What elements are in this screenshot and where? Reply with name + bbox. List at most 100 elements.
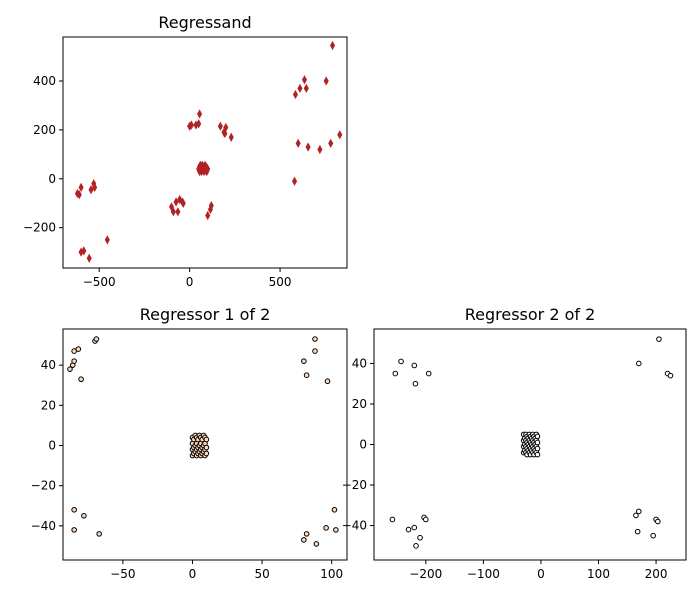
data-point [228, 132, 234, 142]
data-point [71, 506, 77, 513]
data-point [67, 366, 73, 372]
regressor-1-axes: Regressor 1 of 2 −50 0 50 100 −40 −20 0 20 40 [31, 305, 348, 581]
data-point [411, 362, 418, 369]
regressand-title: Regressand [158, 13, 251, 32]
data-point [203, 444, 210, 451]
data-point [324, 378, 331, 385]
regressor-1-title: Regressor 1 of 2 [140, 305, 271, 324]
data-point [633, 512, 639, 519]
data-point [223, 122, 229, 133]
data-point [297, 83, 303, 93]
data-point [323, 525, 329, 531]
data-point [417, 534, 423, 541]
data-point [412, 380, 419, 387]
regressor-1-points [67, 336, 339, 547]
regressand-plot-frame [62, 36, 348, 269]
data-point [292, 89, 298, 100]
data-point [75, 346, 82, 352]
y-tick-label: 40 [352, 356, 367, 370]
data-point [328, 138, 334, 148]
data-point [173, 197, 179, 207]
data-point [205, 210, 211, 221]
x-tick-label: 0 [189, 567, 197, 581]
data-point [405, 526, 412, 533]
data-point [104, 235, 110, 245]
data-point [425, 370, 432, 377]
data-point [78, 182, 84, 192]
data-point [398, 358, 404, 365]
data-point [635, 360, 642, 367]
y-tick-label: 0 [359, 438, 367, 452]
data-point [331, 506, 338, 513]
data-point [180, 198, 186, 208]
data-point [392, 370, 399, 377]
x-tick-label: −200 [409, 567, 442, 581]
data-point [78, 376, 84, 383]
regressand-axes: Regressand −500 0 500 −200 0 200 400 [23, 13, 348, 289]
data-point [74, 188, 81, 199]
data-point [295, 138, 301, 148]
x-tick-label: −500 [83, 275, 116, 289]
data-point [303, 83, 309, 93]
data-point [217, 121, 223, 131]
data-point [413, 543, 419, 549]
x-tick-label: 100 [587, 567, 610, 581]
data-point [208, 201, 214, 211]
data-point [203, 436, 210, 443]
data-point [323, 76, 329, 86]
x-tick-label: 0 [537, 567, 545, 581]
data-point [196, 119, 202, 129]
x-tick-label: 50 [254, 567, 269, 581]
data-point [534, 439, 541, 446]
data-point [203, 450, 210, 457]
regressor-1-plot-frame [62, 328, 348, 561]
y-tick-label: 20 [352, 397, 367, 411]
data-point [303, 372, 310, 379]
y-tick-label: −20 [342, 478, 367, 492]
data-point [312, 348, 318, 354]
y-tick-label: 40 [41, 358, 56, 372]
y-tick-label: 400 [33, 74, 56, 88]
data-point [177, 194, 183, 205]
data-point [301, 75, 308, 85]
y-tick-label: 0 [48, 172, 56, 186]
regressor-2-title: Regressor 2 of 2 [465, 305, 596, 324]
data-point [291, 176, 298, 186]
data-point [197, 109, 203, 119]
data-point [92, 182, 98, 192]
data-point [317, 144, 323, 155]
x-tick-label: 100 [320, 567, 343, 581]
data-point [313, 541, 320, 547]
y-tick-label: −40 [342, 519, 367, 533]
data-point [71, 358, 77, 364]
data-point [389, 516, 396, 523]
data-point [329, 40, 336, 51]
data-point [81, 246, 87, 256]
data-point [635, 508, 642, 515]
data-point [333, 527, 339, 533]
x-tick-label: 500 [269, 275, 292, 289]
data-point [86, 253, 92, 263]
data-point [205, 164, 211, 174]
regressand-points [74, 40, 343, 263]
x-tick-label: −50 [110, 567, 135, 581]
data-point [188, 120, 194, 130]
data-point [301, 537, 307, 543]
data-point [656, 336, 662, 342]
y-tick-label: −200 [23, 221, 56, 235]
data-point [534, 433, 541, 440]
data-point [305, 142, 311, 152]
data-point [411, 524, 418, 531]
data-point [71, 527, 77, 533]
data-point [534, 445, 541, 452]
data-point [81, 513, 87, 519]
data-point [667, 372, 674, 379]
regressor-2-axes: Regressor 2 of 2−200 −100 0 100 200−40−20020… [342, 305, 687, 581]
data-point [654, 518, 661, 525]
y-tick-label: −40 [31, 519, 56, 533]
y-tick-label: −20 [31, 479, 56, 493]
data-point [96, 531, 102, 537]
data-point [423, 516, 429, 523]
